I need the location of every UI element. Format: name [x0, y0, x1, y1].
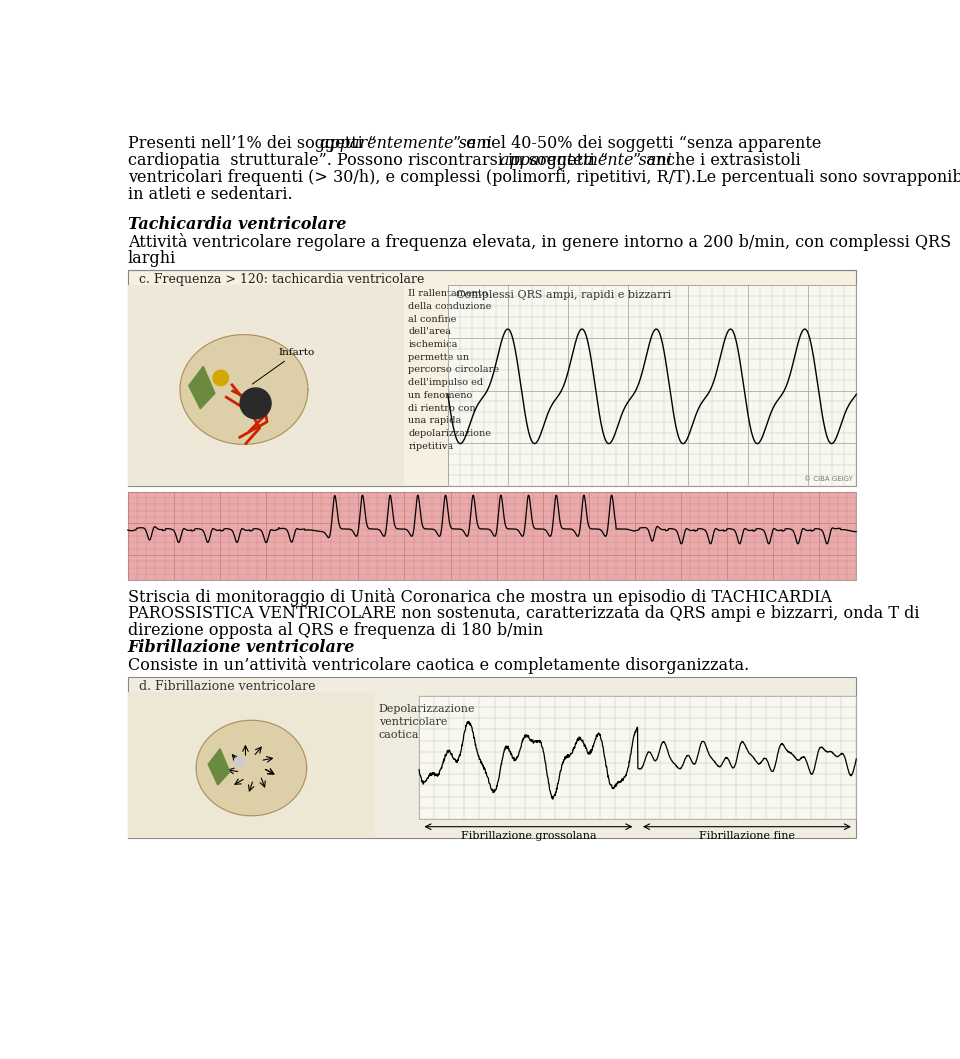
Text: ” e nel 40-50% dei soggetti “senza apparente: ” e nel 40-50% dei soggetti “senza appar…: [453, 134, 822, 151]
Text: permette un: permette un: [408, 353, 469, 362]
Text: Attività ventricolare regolare a frequenza elevata, in genere intorno a 200 b/mi: Attività ventricolare regolare a frequen…: [128, 233, 950, 251]
Text: larghi: larghi: [128, 250, 176, 267]
Polygon shape: [189, 366, 215, 409]
Text: Fibrillazione fine: Fibrillazione fine: [699, 830, 795, 841]
Text: Fibrillazione ventricolare: Fibrillazione ventricolare: [128, 639, 355, 656]
Circle shape: [213, 371, 228, 385]
Text: Il rallentamento: Il rallentamento: [408, 289, 488, 299]
Text: © CIBA GEIGY: © CIBA GEIGY: [804, 475, 852, 482]
Circle shape: [240, 388, 271, 418]
Text: ventricolare: ventricolare: [379, 717, 447, 726]
Text: un fenomeno: un fenomeno: [408, 391, 472, 400]
Text: in atleti e sedentari.: in atleti e sedentari.: [128, 185, 293, 202]
Text: c. Frequenza > 120: tachicardia ventricolare: c. Frequenza > 120: tachicardia ventrico…: [139, 273, 424, 286]
Bar: [128, 677, 856, 839]
Bar: [420, 696, 856, 819]
Text: Tachicardia ventricolare: Tachicardia ventricolare: [128, 216, 347, 233]
Text: PAROSSISTICA VENTRICOLARE non sostenuta, caratterizzata da QRS ampi e bizzarri, : PAROSSISTICA VENTRICOLARE non sostenuta,…: [128, 605, 920, 622]
Bar: [128, 270, 856, 486]
Bar: [128, 692, 375, 839]
Text: della conduzione: della conduzione: [408, 302, 492, 311]
Text: percorso circolare: percorso circolare: [408, 365, 499, 375]
Bar: [128, 285, 404, 486]
Text: una rapida: una rapida: [408, 416, 462, 426]
Text: caotica: caotica: [379, 730, 420, 739]
Text: Presenti nell’1% dei soggetti “: Presenti nell’1% dei soggetti “: [128, 134, 376, 151]
Text: apparentemente sani: apparentemente sani: [320, 134, 492, 151]
Polygon shape: [208, 749, 229, 785]
Text: Consiste in un’attività ventricolare caotica e completamente disorganizzata.: Consiste in un’attività ventricolare cao…: [128, 656, 749, 674]
Polygon shape: [196, 720, 306, 815]
Text: dell'area: dell'area: [408, 327, 451, 337]
Text: depolarizzazione: depolarizzazione: [408, 429, 492, 438]
Text: apparentemente sani: apparentemente sani: [500, 151, 672, 168]
Text: Depolarizzazione: Depolarizzazione: [379, 703, 475, 714]
Bar: [128, 491, 856, 580]
Text: ischemica: ischemica: [408, 340, 458, 349]
Text: ventricolari frequenti (> 30/h), e complessi (polimorfi, ripetitivi, R/T).Le per: ventricolari frequenti (> 30/h), e compl…: [128, 168, 960, 185]
Bar: [447, 285, 856, 486]
Text: direzione opposta al QRS e frequenza di 180 b/min: direzione opposta al QRS e frequenza di …: [128, 622, 543, 639]
Text: Fibrillazione grossolana: Fibrillazione grossolana: [461, 830, 596, 841]
Text: di rientro con: di rientro con: [408, 403, 476, 413]
Text: al confine: al confine: [408, 315, 457, 324]
Text: ” anche i extrasistoli: ” anche i extrasistoli: [633, 151, 801, 168]
Polygon shape: [180, 335, 308, 445]
Circle shape: [234, 756, 245, 768]
Text: d. Fibrillazione ventricolare: d. Fibrillazione ventricolare: [139, 680, 316, 693]
Text: Infarto: Infarto: [252, 347, 315, 384]
Text: Complessi QRS ampi, rapidi e bizzarri: Complessi QRS ampi, rapidi e bizzarri: [456, 290, 671, 300]
Text: dell'impulso ed: dell'impulso ed: [408, 378, 484, 388]
Text: Striscia di monitoraggio di Unità Coronarica che mostra un episodio di TACHICARD: Striscia di monitoraggio di Unità Corona…: [128, 588, 831, 606]
Text: ripetitiva: ripetitiva: [408, 442, 453, 451]
Text: cardiopatia  strutturale”. Possono riscontrarsi in soggetti “: cardiopatia strutturale”. Possono riscon…: [128, 151, 608, 168]
